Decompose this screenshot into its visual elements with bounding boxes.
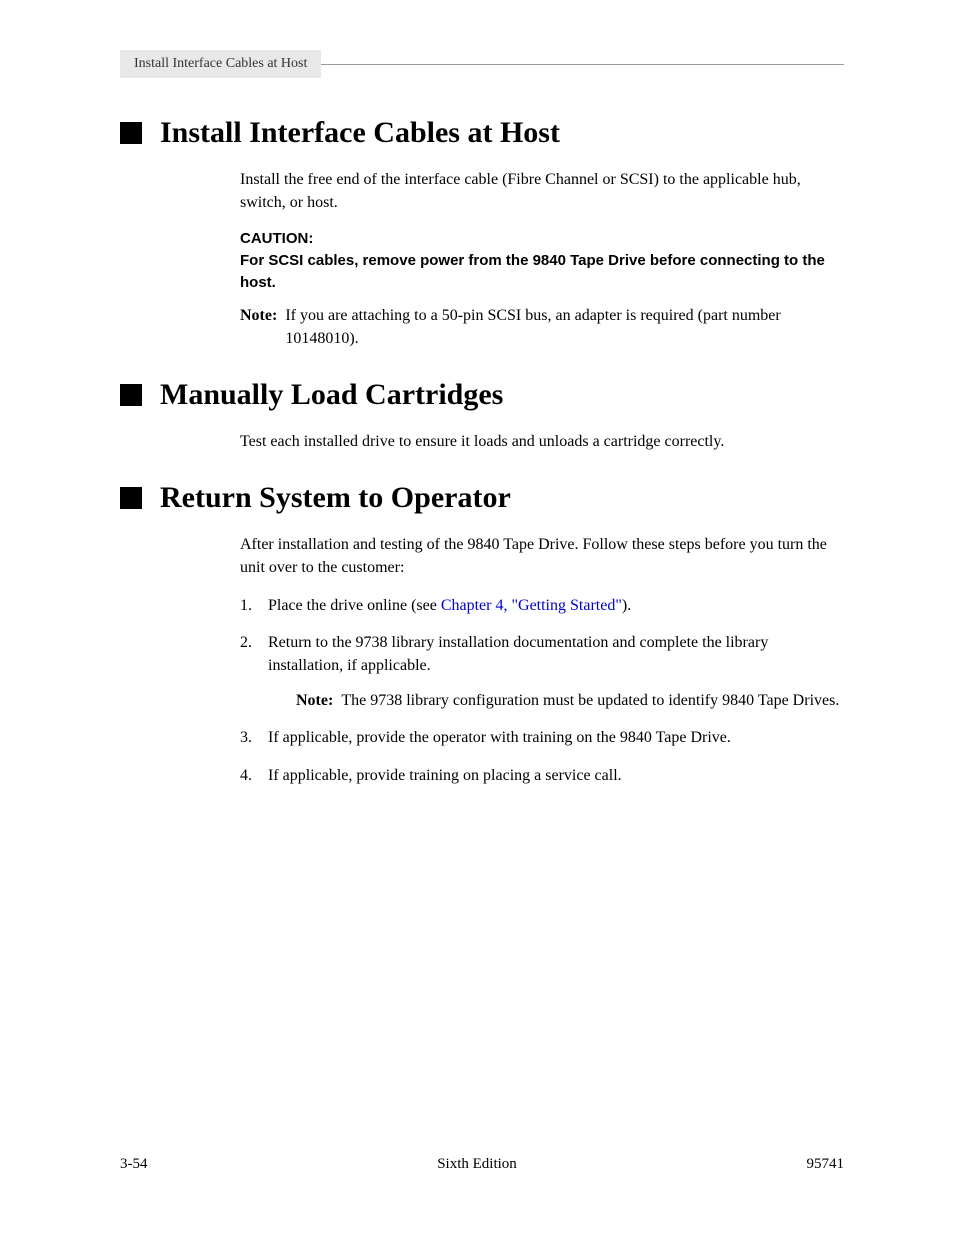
square-bullet-icon [120,487,142,509]
list-number: 3. [240,726,268,749]
list-item: 2. Return to the 9738 library installati… [240,631,844,713]
square-bullet-icon [120,384,142,406]
caution-block: CAUTION: For SCSI cables, remove power f… [240,228,844,293]
list-item: 1. Place the drive online (see Chapter 4… [240,594,844,617]
section-body: Test each installed drive to ensure it l… [240,430,844,453]
page-footer: 3-54 Sixth Edition 95741 [120,1156,844,1173]
footer-page-number: 3-54 [120,1156,148,1173]
caution-label: CAUTION: [240,228,844,250]
section-body: After installation and testing of the 98… [240,533,844,787]
section-body: Install the free end of the interface ca… [240,168,844,350]
square-bullet-icon [120,122,142,144]
text-suffix: ). [622,597,631,614]
page-header: Install Interface Cables at Host [120,50,844,78]
note-text: If you are attaching to a 50-pin SCSI bu… [285,304,844,350]
heading-text: Manually Load Cartridges [160,378,503,412]
list-text: Return to the 9738 library installation … [268,631,844,713]
list-number: 2. [240,631,268,713]
note-label: Note: [296,689,341,712]
heading-text: Return System to Operator [160,481,511,515]
list-number: 1. [240,594,268,617]
paragraph: After installation and testing of the 98… [240,533,844,579]
text-prefix: Place the drive online (see [268,597,441,614]
section-heading: Install Interface Cables at Host [120,116,844,150]
section-heading: Return System to Operator [120,481,844,515]
caution-text: For SCSI cables, remove power from the 9… [240,250,844,294]
list-number: 4. [240,764,268,787]
list-item: 4. If applicable, provide training on pl… [240,764,844,787]
list-text: If applicable, provide training on placi… [268,764,844,787]
ordered-list: 1. Place the drive online (see Chapter 4… [240,594,844,787]
section-return-system: Return System to Operator After installa… [120,481,844,787]
paragraph: Install the free end of the interface ca… [240,168,844,214]
heading-text: Install Interface Cables at Host [160,116,560,150]
list-text-content: Return to the 9738 library installation … [268,634,768,674]
note-label: Note: [240,304,285,350]
list-item: 3. If applicable, provide the operator w… [240,726,844,749]
header-tab: Install Interface Cables at Host [120,50,321,78]
chapter-link[interactable]: Chapter 4, "Getting Started" [441,597,622,614]
footer-edition: Sixth Edition [437,1156,517,1173]
section-install-cables: Install Interface Cables at Host Install… [120,116,844,350]
header-rule [321,64,844,65]
section-heading: Manually Load Cartridges [120,378,844,412]
nested-note: Note: The 9738 library configuration mus… [296,689,844,712]
note-text: The 9738 library configuration must be u… [341,689,844,712]
list-text: If applicable, provide the operator with… [268,726,844,749]
footer-doc-number: 95741 [807,1156,845,1173]
list-text: Place the drive online (see Chapter 4, "… [268,594,844,617]
section-load-cartridges: Manually Load Cartridges Test each insta… [120,378,844,453]
paragraph: Test each installed drive to ensure it l… [240,430,844,453]
note-block: Note: If you are attaching to a 50-pin S… [240,304,844,350]
